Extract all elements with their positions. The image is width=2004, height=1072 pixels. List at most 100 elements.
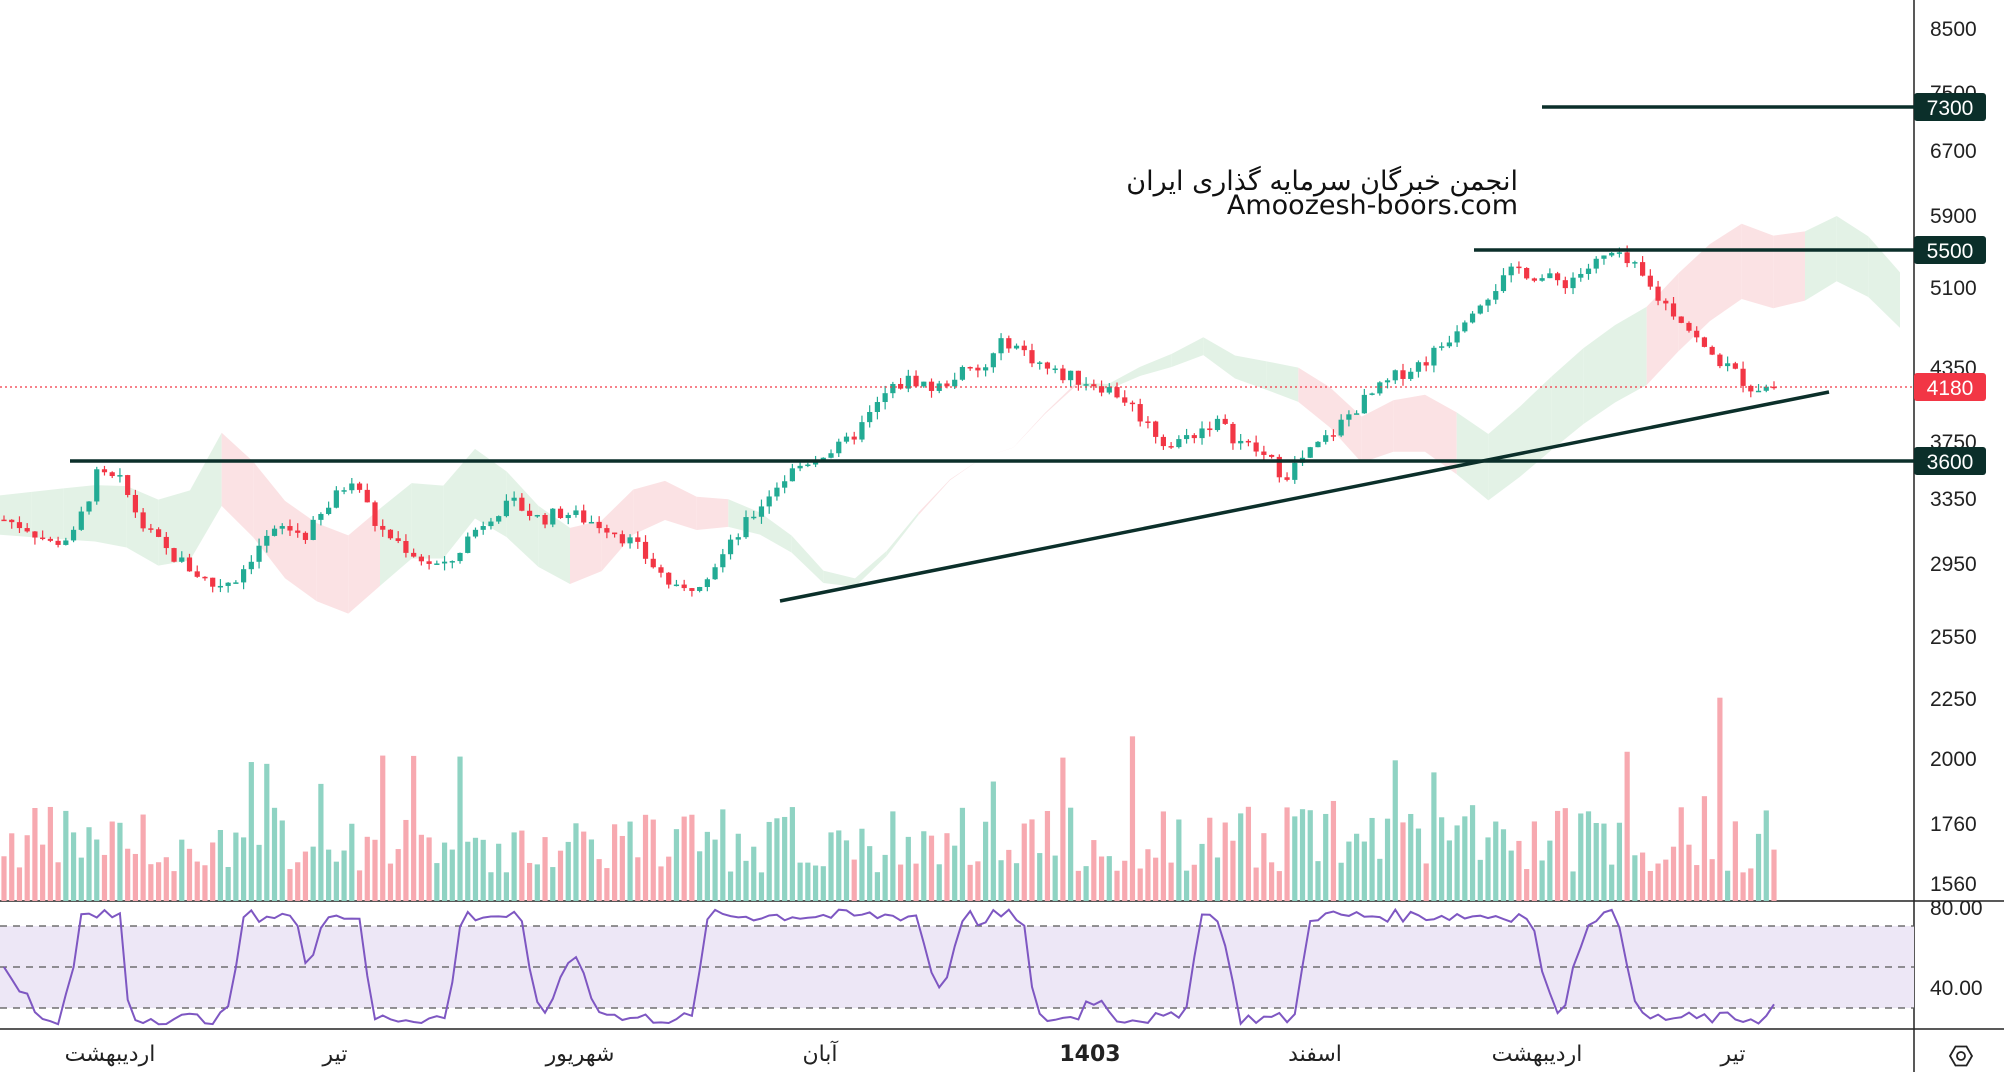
volume-bar — [403, 819, 409, 901]
candle-body — [78, 511, 84, 530]
volume-bar — [1725, 870, 1731, 901]
volume-bar — [194, 861, 200, 901]
volume-bar — [1462, 816, 1468, 901]
candle-body — [457, 552, 463, 562]
volume-bar — [217, 829, 224, 901]
volume-bar — [1006, 849, 1012, 901]
candle-body — [1307, 447, 1313, 458]
volume-bar — [1531, 821, 1537, 901]
candle-body — [233, 582, 239, 584]
volume-bar — [1439, 817, 1445, 901]
candle-body — [1740, 368, 1746, 386]
volume-bar — [1268, 862, 1275, 901]
level-label-bg — [1914, 236, 1986, 264]
candle-body — [32, 531, 38, 538]
volume-bar — [1554, 810, 1561, 901]
volume-bar — [1601, 823, 1607, 901]
candle-body — [1454, 331, 1460, 343]
volume-bar — [944, 833, 950, 901]
candle-body — [1261, 451, 1267, 455]
candle-body — [403, 541, 409, 553]
volume-bar — [1593, 823, 1599, 901]
candle-body — [967, 366, 973, 369]
volume-bar — [573, 823, 579, 901]
candle-body — [928, 381, 935, 391]
candle-body — [1191, 435, 1197, 439]
volume-bar — [1284, 807, 1290, 901]
candle-body — [897, 383, 904, 389]
volume-bar — [1098, 856, 1105, 901]
volume-bar — [1029, 819, 1035, 901]
candle-body — [1477, 305, 1483, 314]
volume-bar — [1500, 829, 1507, 901]
candle-body — [426, 561, 432, 564]
cloud-segment — [1425, 394, 1457, 475]
candle-body — [1446, 342, 1452, 347]
volume-bar — [534, 864, 540, 901]
candle-body — [1678, 316, 1684, 323]
volume-bar — [86, 827, 92, 901]
volume-bar — [805, 862, 811, 901]
cloud-segment — [1741, 223, 1774, 309]
volume-bar — [758, 872, 765, 901]
volume-bar — [867, 846, 873, 901]
candle-body — [1354, 413, 1360, 415]
volume-bar — [936, 864, 942, 901]
cloud-segment — [506, 471, 539, 567]
candle-body — [1709, 346, 1715, 355]
volume-bar — [1647, 870, 1653, 901]
volume-bar — [1338, 862, 1344, 901]
volume-bar — [851, 859, 857, 901]
candle-body — [581, 510, 587, 523]
candle-body — [1369, 393, 1375, 395]
candle-body — [434, 563, 440, 565]
volume-bar — [233, 832, 239, 901]
volume-bar — [94, 839, 100, 901]
level-label-text: 5500 — [1927, 240, 1974, 263]
candle-body — [1539, 278, 1545, 281]
candle-body — [689, 588, 695, 591]
volume-bar — [1315, 861, 1321, 901]
volume-bar — [774, 818, 780, 901]
volume-bar — [1701, 796, 1708, 901]
volume-bar — [503, 872, 510, 901]
candle-body — [1686, 322, 1692, 331]
volume-bar — [202, 865, 208, 901]
price-tick-label: 5900 — [1930, 205, 1977, 228]
volume-bar — [1408, 813, 1414, 901]
volume-bar — [496, 843, 502, 901]
time-axis-label: تیر — [322, 1042, 348, 1067]
volume-bar — [1485, 837, 1491, 901]
candle-body — [1763, 386, 1769, 391]
settings-icon[interactable] — [1948, 1045, 1974, 1067]
volume-bar — [1261, 833, 1267, 901]
volume-bar — [1323, 813, 1329, 901]
cloud-segment — [538, 505, 570, 584]
cloud-segment — [1361, 400, 1394, 463]
volume-bar — [1732, 821, 1738, 901]
candle-body — [248, 561, 254, 570]
candle-body — [1384, 380, 1391, 383]
volume-bar — [241, 837, 247, 901]
volume-bar — [1469, 805, 1476, 901]
price-tick-label: 1760 — [1930, 813, 1977, 836]
candle-body — [1153, 421, 1159, 437]
candle-body — [642, 541, 649, 559]
volume-bar — [689, 814, 695, 901]
volume-bar — [635, 857, 641, 901]
cloud-segment — [348, 508, 380, 614]
cloud-segment — [823, 570, 855, 587]
candle-body — [697, 587, 703, 591]
volume-bar — [333, 861, 339, 901]
volume-bar — [426, 837, 432, 901]
candle-body — [372, 502, 378, 526]
volume-bar — [186, 848, 193, 901]
candle-body — [1006, 338, 1012, 349]
volume-bar — [1207, 817, 1213, 901]
volume-bar — [1369, 817, 1375, 901]
volume-bar — [557, 850, 564, 901]
volume-bar — [1655, 863, 1661, 901]
volume-bars — [1, 697, 1777, 901]
candle-body — [1361, 394, 1367, 414]
